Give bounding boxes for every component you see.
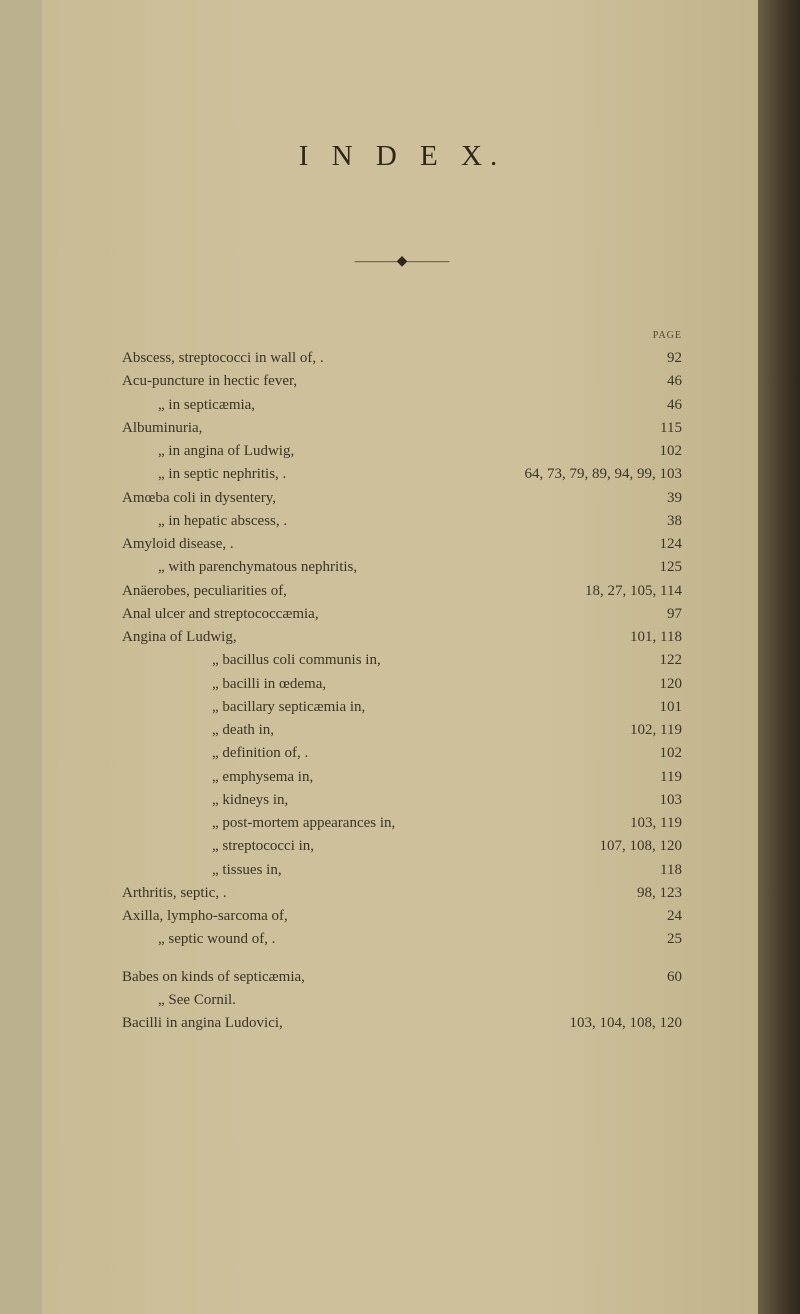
index-entry: „ post-mortem appearances in, 103, 119 bbox=[122, 812, 682, 835]
index-heading: I N D E X. bbox=[122, 140, 682, 173]
entry-text: „ with parenchymatous nephritis, bbox=[122, 556, 357, 579]
entry-text: „ in hepatic abscess, . bbox=[122, 510, 287, 533]
entry-text: Axilla, lympho-sarcoma of, bbox=[122, 905, 288, 928]
entry-text: Abscess, streptococci in wall of, . bbox=[122, 347, 324, 370]
book-page: I N D E X. ———◆——— PAGE Abscess, strepto… bbox=[42, 0, 762, 1314]
entry-text: „ streptococci in, bbox=[122, 835, 314, 858]
index-entry: „ in septic nephritis, . 64, 73, 79, 89, … bbox=[122, 463, 682, 486]
index-entry: Anäerobes, peculiarities of, 18, 27, 105,… bbox=[122, 580, 682, 603]
index-entry: Arthritis, septic, . 98, 123 bbox=[122, 882, 682, 905]
index-entry: Amyloid disease, . 124 bbox=[122, 533, 682, 556]
index-entry: „ tissues in, 118 bbox=[122, 859, 682, 882]
entry-page-number: 102 bbox=[642, 742, 682, 765]
entry-text: Angina of Ludwig, bbox=[122, 626, 237, 649]
index-entry: „ with parenchymatous nephritis, 125 bbox=[122, 556, 682, 579]
entry-page-number: 101 bbox=[642, 696, 682, 719]
entry-text: „ in angina of Ludwig, bbox=[122, 440, 294, 463]
entry-page-number: 120 bbox=[642, 673, 682, 696]
page-shadow-left bbox=[0, 0, 42, 1314]
entry-text: „ tissues in, bbox=[122, 859, 282, 882]
entry-page-number: 24 bbox=[642, 905, 682, 928]
index-entry: „ bacilli in œdema, 120 bbox=[122, 673, 682, 696]
entry-text: Amœba coli in dysentery, bbox=[122, 487, 276, 510]
entry-text: „ septic wound of, . bbox=[122, 928, 275, 951]
entry-text: „ in septicæmia, bbox=[122, 394, 255, 417]
index-entry: Amœba coli in dysentery, 39 bbox=[122, 487, 682, 510]
index-entry: Anal ulcer and streptococcæmia, 97 bbox=[122, 603, 682, 626]
index-entry: „ See Cornil. bbox=[122, 989, 682, 1012]
index-entry: Albuminuria, 115 bbox=[122, 417, 682, 440]
index-entry: Angina of Ludwig, 101, 118 bbox=[122, 626, 682, 649]
index-entry: Axilla, lympho-sarcoma of, 24 bbox=[122, 905, 682, 928]
entry-page-number: 107, 108, 120 bbox=[600, 835, 683, 858]
entry-text: „ bacillary septicæmia in, bbox=[122, 696, 365, 719]
entry-text: „ emphysema in, bbox=[122, 766, 313, 789]
entry-text: „ death in, bbox=[122, 719, 274, 742]
entry-page-number: 122 bbox=[642, 649, 682, 672]
entry-page-number: 98, 123 bbox=[637, 882, 682, 905]
entry-text: Babes on kinds of septicæmia, bbox=[122, 966, 305, 989]
page-column-label: PAGE bbox=[122, 330, 682, 341]
index-entry: „ bacillary septicæmia in, 101 bbox=[122, 696, 682, 719]
index-entry: „ in angina of Ludwig, 102 bbox=[122, 440, 682, 463]
index-entry: „ in hepatic abscess, . 38 bbox=[122, 510, 682, 533]
entry-page-number: 103, 104, 108, 120 bbox=[570, 1012, 683, 1035]
entry-page-number: 101, 118 bbox=[630, 626, 682, 649]
entry-text: „ bacillus coli communis in, bbox=[122, 649, 381, 672]
index-entry: Acu-puncture in hectic fever, 46 bbox=[122, 370, 682, 393]
entry-text: „ See Cornil. bbox=[122, 989, 236, 1012]
entry-page-number: 103, 119 bbox=[630, 812, 682, 835]
ornament-rule: ———◆——— bbox=[122, 253, 682, 270]
entry-page-number: 60 bbox=[642, 966, 682, 989]
index-entry: „ septic wound of, . 25 bbox=[122, 928, 682, 951]
entry-page-number: 124 bbox=[642, 533, 682, 556]
entry-page-number: 119 bbox=[642, 766, 682, 789]
index-entry: „ emphysema in, 119 bbox=[122, 766, 682, 789]
entry-page-number: 25 bbox=[642, 928, 682, 951]
entry-page-number: 103 bbox=[642, 789, 682, 812]
entry-text: Anäerobes, peculiarities of, bbox=[122, 580, 287, 603]
entry-text: Acu-puncture in hectic fever, bbox=[122, 370, 297, 393]
entry-text: Arthritis, septic, . bbox=[122, 882, 227, 905]
entry-page-number: 92 bbox=[642, 347, 682, 370]
entry-text: Albuminuria, bbox=[122, 417, 202, 440]
index-entry: Bacilli in angina Ludovici, 103, 104, 108… bbox=[122, 1012, 682, 1035]
entry-page-number: 18, 27, 105, 114 bbox=[585, 580, 682, 603]
entry-text: „ kidneys in, bbox=[122, 789, 288, 812]
entry-text: Anal ulcer and streptococcæmia, bbox=[122, 603, 319, 626]
entry-text: „ bacilli in œdema, bbox=[122, 673, 326, 696]
page-shadow-right bbox=[758, 0, 800, 1314]
entry-page-number: 102 bbox=[642, 440, 682, 463]
entry-page-number: 118 bbox=[642, 859, 682, 882]
index-entry: „ in septicæmia, 46 bbox=[122, 394, 682, 417]
index-entry: Babes on kinds of septicæmia, 60 bbox=[122, 966, 682, 989]
entry-page-number: 38 bbox=[642, 510, 682, 533]
entry-text: Bacilli in angina Ludovici, bbox=[122, 1012, 283, 1035]
entry-page-number: 46 bbox=[642, 394, 682, 417]
entry-page-number: 46 bbox=[642, 370, 682, 393]
entry-page-number: 97 bbox=[642, 603, 682, 626]
entry-text: „ in septic nephritis, . bbox=[122, 463, 286, 486]
index-entry: „ streptococci in, 107, 108, 120 bbox=[122, 835, 682, 858]
index-entries: Abscess, streptococci in wall of, .92Acu… bbox=[122, 347, 682, 1035]
index-entry: „ definition of, . 102 bbox=[122, 742, 682, 765]
entry-page-number: 64, 73, 79, 89, 94, 99, 103 bbox=[525, 463, 683, 486]
entry-page-number: 102, 119 bbox=[630, 719, 682, 742]
index-entry: „ death in, 102, 119 bbox=[122, 719, 682, 742]
index-entry: Abscess, streptococci in wall of, . 92 bbox=[122, 347, 682, 370]
entry-page-number: 115 bbox=[642, 417, 682, 440]
index-entry: „ kidneys in, 103 bbox=[122, 789, 682, 812]
entry-text: Amyloid disease, . bbox=[122, 533, 234, 556]
entry-page-number: 39 bbox=[642, 487, 682, 510]
index-entry: „ bacillus coli communis in, 122 bbox=[122, 649, 682, 672]
entry-page-number: 125 bbox=[642, 556, 682, 579]
entry-text: „ post-mortem appearances in, bbox=[122, 812, 395, 835]
entry-text: „ definition of, . bbox=[122, 742, 308, 765]
